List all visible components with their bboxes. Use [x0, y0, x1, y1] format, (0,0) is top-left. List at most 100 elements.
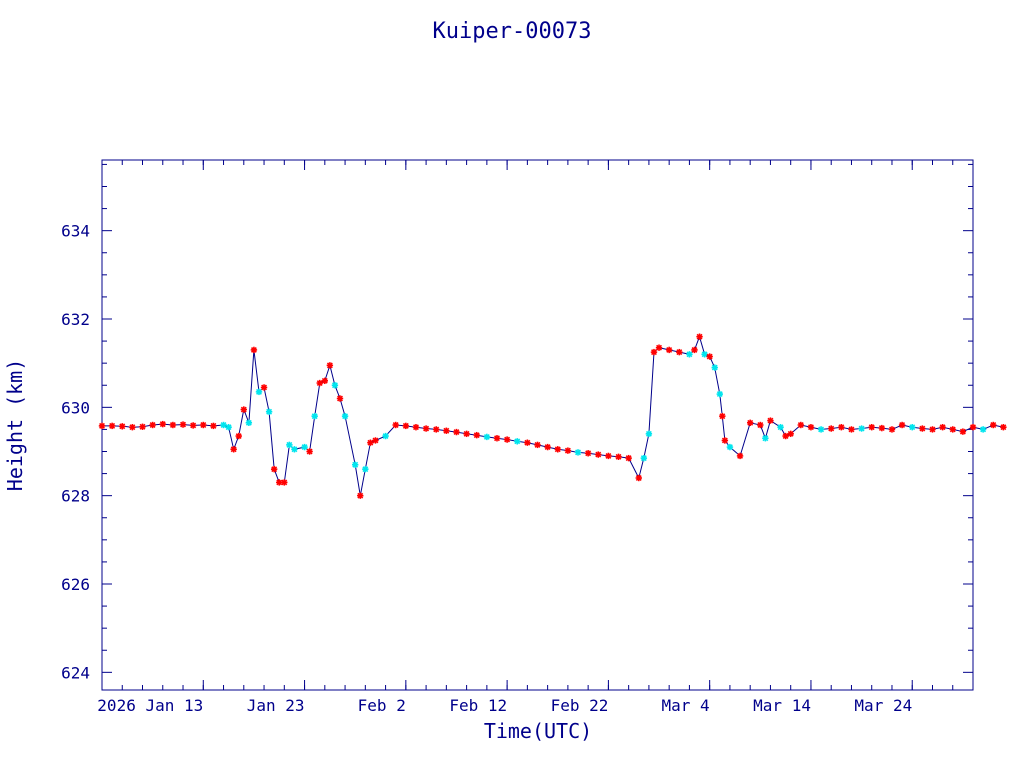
data-point-marker	[108, 422, 116, 430]
marker-stroke	[757, 422, 764, 428]
data-point-marker	[98, 422, 106, 430]
marker-stroke	[747, 419, 754, 426]
marker-stroke	[483, 433, 490, 440]
marker-stroke	[534, 441, 541, 448]
marker-stroke	[721, 437, 728, 444]
data-point-marker	[929, 426, 936, 433]
marker-stroke	[139, 423, 146, 430]
data-point-marker	[716, 390, 724, 398]
marker-stroke	[109, 422, 116, 429]
data-point-marker	[898, 421, 906, 429]
data-point-marker	[939, 424, 946, 431]
data-point-marker	[584, 450, 592, 457]
marker-stroke	[554, 446, 561, 453]
data-point-marker	[392, 421, 399, 429]
marker-stroke	[190, 422, 197, 429]
data-point-marker	[848, 426, 855, 433]
marker-stroke	[544, 444, 551, 451]
marker-stroke	[651, 349, 657, 356]
marker-stroke	[291, 446, 298, 453]
marker-stroke	[797, 422, 804, 428]
marker-stroke	[762, 435, 769, 442]
marker-stroke	[970, 424, 976, 431]
marker-stroke	[402, 422, 409, 429]
marker-stroke	[980, 426, 987, 433]
series-markers	[98, 333, 1007, 499]
marker-stroke	[473, 432, 480, 439]
marker-stroke	[412, 424, 419, 431]
data-point-marker	[169, 421, 177, 429]
data-point-marker	[721, 437, 729, 444]
marker-stroke	[129, 424, 136, 431]
data-point-marker	[767, 417, 774, 424]
marker-stroke	[443, 427, 450, 434]
data-point-marker	[949, 426, 956, 433]
series-line	[102, 335, 1004, 496]
marker-stroke	[342, 413, 349, 420]
data-point-marker	[240, 406, 247, 413]
marker-stroke	[959, 428, 966, 435]
data-point-marker	[711, 364, 718, 371]
data-point-marker	[433, 426, 440, 433]
data-point-marker	[564, 447, 572, 454]
data-point-marker	[301, 443, 308, 451]
marker-stroke	[949, 426, 956, 433]
marker-stroke	[225, 424, 232, 431]
marker-stroke	[200, 422, 207, 428]
x-tick-label: Feb 12	[449, 696, 507, 715]
data-point-marker	[797, 421, 805, 429]
data-point-marker	[306, 448, 313, 455]
marker-stroke	[625, 455, 632, 462]
data-point-marker	[443, 427, 450, 434]
marker-stroke	[256, 388, 262, 395]
data-point-marker	[701, 351, 708, 358]
y-axis-label: Height (km)	[3, 359, 27, 491]
data-point-marker	[1000, 424, 1007, 431]
data-point-marker	[595, 451, 602, 458]
y-tick-label: 634	[61, 222, 90, 241]
marker-stroke	[494, 435, 500, 442]
y-tick-label: 628	[61, 487, 90, 506]
marker-stroke	[701, 351, 708, 358]
data-point-marker	[250, 346, 258, 354]
data-point-marker	[534, 441, 541, 449]
marker-stroke	[220, 422, 227, 428]
data-point-marker	[281, 479, 288, 486]
marker-stroke	[787, 430, 794, 437]
marker-stroke	[696, 333, 703, 340]
y-tick-label: 630	[61, 398, 90, 417]
data-point-marker	[524, 439, 531, 446]
data-point-marker	[959, 428, 967, 435]
marker-stroke	[514, 438, 521, 445]
data-point-marker	[807, 424, 815, 431]
data-point-marker	[969, 424, 977, 431]
y-tick-label: 624	[61, 663, 90, 682]
marker-stroke	[331, 382, 338, 389]
marker-stroke	[878, 425, 885, 432]
data-point-marker	[422, 425, 430, 432]
marker-stroke	[676, 349, 683, 356]
data-point-marker	[362, 465, 369, 473]
x-tick-label: Mar 4	[662, 696, 710, 715]
data-point-marker	[544, 443, 551, 451]
data-point-marker	[719, 412, 726, 420]
data-point-marker	[357, 492, 364, 499]
data-point-marker	[838, 424, 845, 431]
marker-stroke	[1000, 424, 1007, 431]
x-tick-label: Mar 14	[753, 696, 811, 715]
marker-stroke	[737, 452, 744, 459]
marker-stroke	[858, 425, 865, 432]
data-point-marker	[149, 421, 156, 429]
marker-stroke	[306, 448, 313, 455]
marker-stroke	[615, 453, 622, 460]
data-point-marker	[782, 432, 789, 440]
marker-stroke	[716, 391, 723, 398]
marker-stroke	[266, 408, 273, 415]
data-point-marker	[473, 431, 480, 439]
data-point-marker	[787, 430, 794, 438]
data-point-marker	[265, 408, 273, 415]
data-point-marker	[270, 465, 278, 473]
data-point-marker	[372, 437, 379, 444]
marker-stroke	[301, 444, 308, 451]
marker-stroke	[337, 395, 343, 402]
